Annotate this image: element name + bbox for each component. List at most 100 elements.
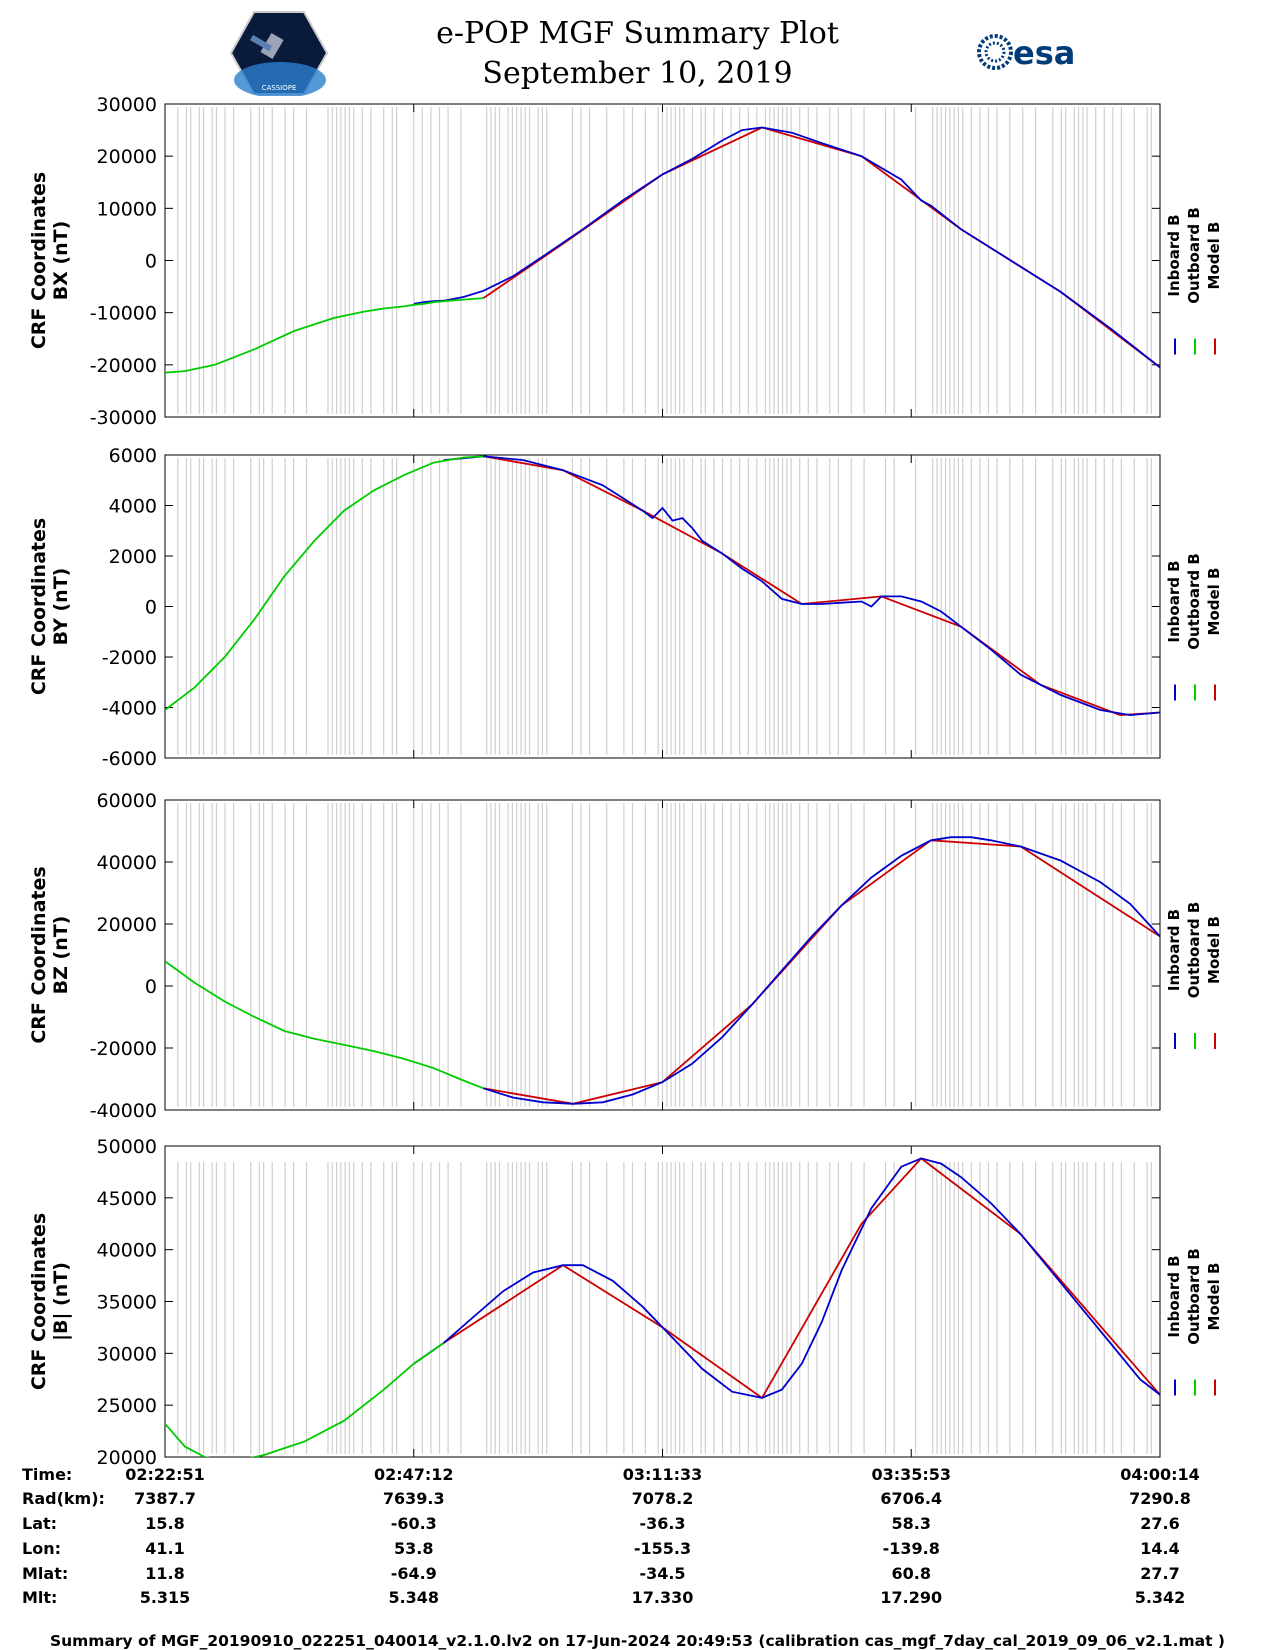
table-cell: -36.3	[639, 1514, 686, 1533]
table-cell: 7639.3	[382, 1489, 445, 1508]
y-axis-label: CRF CoordinatesBY (nT)	[28, 518, 72, 695]
legend-label: Outboard B	[1185, 1248, 1203, 1345]
table-cell: 60.8	[891, 1564, 931, 1583]
series-outboard-b	[165, 297, 484, 374]
legend-label: Inboard B	[1165, 1255, 1183, 1337]
footer-text: Summary of MGF_20190910_022251_040014_v2…	[49, 1632, 1226, 1650]
y-tick-label: 20000	[97, 914, 157, 936]
data-gap-lines	[177, 803, 1153, 1107]
series-model-b	[483, 839, 1160, 1105]
table-cell: 7387.7	[134, 1489, 196, 1508]
plot-title: e-POP MGF Summary Plot	[436, 16, 839, 51]
row-label: Time:	[22, 1465, 73, 1484]
y-axis-label-line: CRF Coordinates	[28, 518, 50, 695]
table-cell: 17.290	[880, 1588, 943, 1607]
table-cell: 03:11:33	[622, 1465, 703, 1484]
series-outboard-b	[165, 960, 484, 1090]
y-axis-label: CRF CoordinatesBZ (nT)	[28, 866, 72, 1043]
table-cell: 41.1	[145, 1539, 185, 1558]
table-cell: 27.7	[1140, 1564, 1180, 1583]
row-label: Mlat:	[22, 1564, 69, 1583]
y-tick-label: 40000	[97, 1240, 157, 1262]
y-axis-label-line: BZ (nT)	[50, 916, 72, 995]
series-inboard-b	[413, 1157, 1160, 1399]
y-axis-label-line: BY (nT)	[50, 568, 72, 646]
row-label: Mlt:	[22, 1588, 58, 1607]
y-tick-label: 20000	[97, 146, 157, 168]
legend-label: Outboard B	[1185, 902, 1203, 999]
y-tick-label: 25000	[97, 1395, 157, 1417]
panel-3: -40000 -20000 0 20000 40000 60000 CRF Coordina…	[28, 790, 1223, 1122]
y-tick-label: 6000	[109, 445, 157, 467]
table-cell: 6706.4	[880, 1489, 943, 1508]
y-tick-label: 45000	[97, 1188, 157, 1210]
title-block: e-POP MGF Summary Plot September 10, 201…	[0, 14, 1275, 94]
y-tick-label: 30000	[97, 1343, 157, 1365]
data-gap-lines	[177, 458, 1153, 755]
table-cell: 5.342	[1134, 1588, 1186, 1607]
table-cell: 7078.2	[631, 1489, 694, 1508]
y-axis-label-line: BX (nT)	[50, 221, 72, 301]
table-cell: 04:00:14	[1120, 1465, 1200, 1484]
series-inboard-b	[483, 836, 1160, 1105]
y-tick-label: -2000	[102, 647, 157, 669]
series-inboard-b	[413, 126, 1160, 369]
row-label: Lat:	[22, 1514, 58, 1533]
y-axis-label: CRF Coordinates|B| (nT)	[28, 1213, 72, 1390]
legend-label: Model B	[1205, 222, 1223, 290]
data-gap-lines	[177, 107, 1153, 414]
y-tick-label: -20000	[90, 1038, 157, 1060]
panel-4: 20000 25000 30000 35000 40000 45000 50000 CRF C…	[28, 1136, 1223, 1469]
legend: Inboard B Outboard B Model B	[1165, 553, 1223, 701]
y-tick-label: -4000	[102, 698, 157, 720]
table-cell: 11.8	[145, 1564, 185, 1583]
table-cell: 7290.8	[1129, 1489, 1191, 1508]
series-outboard-b	[165, 1342, 445, 1457]
row-label: Rad(km):	[22, 1489, 105, 1508]
legend: Inboard B Outboard B Model B	[1165, 1248, 1223, 1396]
table-cell: -139.8	[882, 1539, 940, 1558]
table-cell: 5.348	[388, 1588, 440, 1607]
y-axis-label-line: CRF Coordinates	[28, 866, 50, 1043]
table-cell: 5.315	[139, 1588, 191, 1607]
y-tick-label: 50000	[97, 1136, 157, 1158]
table-cell: -155.3	[633, 1539, 692, 1558]
row-label: Lon:	[22, 1539, 61, 1558]
table-cell: 03:35:53	[871, 1465, 952, 1484]
table-cell: 15.8	[145, 1514, 185, 1533]
series-model-b	[482, 126, 1160, 369]
y-axis-label-line: CRF Coordinates	[28, 172, 50, 349]
cassiope-logo-text: CASSIOPE	[262, 84, 297, 92]
y-tick-label: 30000	[97, 94, 157, 116]
table-cell: 53.8	[394, 1539, 434, 1558]
data-gap-lines	[177, 1162, 1153, 1454]
table-cell: 17.330	[631, 1588, 694, 1607]
y-tick-label: 20000	[97, 1447, 157, 1469]
series-inboard-b	[443, 455, 1160, 717]
cassiope-logo: CASSIOPE	[230, 11, 328, 96]
y-tick-label: -20000	[90, 355, 157, 377]
legend-label: Model B	[1205, 1263, 1223, 1331]
plot-date: September 10, 2019	[482, 56, 793, 91]
table-cell: -64.9	[390, 1564, 437, 1583]
table-cell: 14.4	[1140, 1539, 1180, 1558]
table-cell: -34.5	[639, 1564, 686, 1583]
y-tick-label: 40000	[97, 852, 157, 874]
legend-label: Model B	[1205, 916, 1223, 984]
legend-label: Inboard B	[1165, 214, 1183, 296]
legend: Inboard B Outboard B Model B	[1165, 902, 1223, 1049]
panel-1: -30000 -20000 -10000 0 10000 20000 30000 CRF Co…	[28, 94, 1223, 429]
y-axis-label-line: |B| (nT)	[50, 1262, 72, 1341]
table-cell: 02:47:12	[373, 1465, 454, 1484]
esa-logo: esa	[977, 34, 1075, 72]
y-tick-label: 35000	[97, 1292, 157, 1314]
y-tick-label: 4000	[109, 496, 157, 518]
legend: Inboard B Outboard B Model B	[1165, 207, 1223, 355]
y-axis-label-line: CRF Coordinates	[28, 1213, 50, 1390]
legend-label: Inboard B	[1165, 560, 1183, 642]
y-tick-label: 10000	[97, 198, 157, 220]
legend-label: Outboard B	[1185, 553, 1203, 650]
series-outboard-b	[165, 455, 484, 711]
legend-label: Model B	[1205, 568, 1223, 636]
table-cell: 02:22:51	[125, 1465, 205, 1484]
